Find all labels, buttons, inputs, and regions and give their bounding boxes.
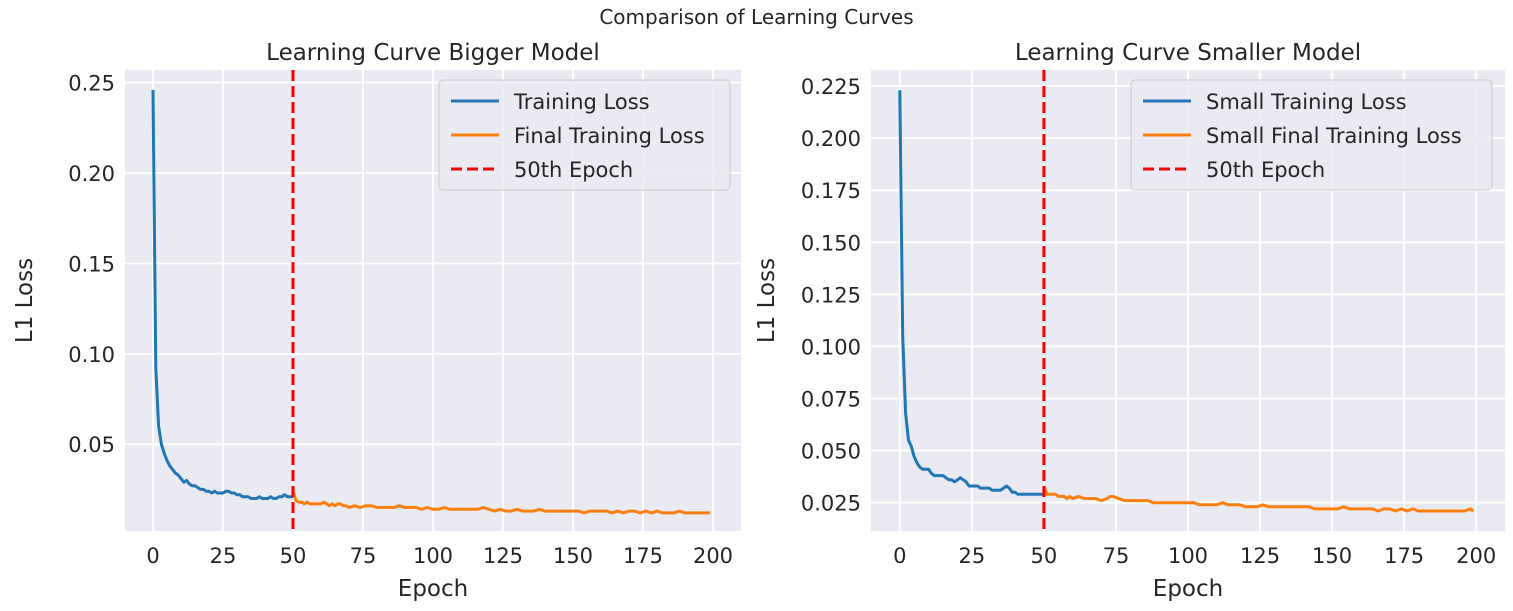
x-tick-label: 175 bbox=[1384, 544, 1424, 568]
y-tick-label: 0.050 bbox=[801, 440, 861, 464]
legend-label: 50th Epoch bbox=[1206, 158, 1325, 182]
legend-box bbox=[438, 79, 731, 191]
y-tick-label: 0.05 bbox=[68, 433, 115, 457]
legend-label: 50th Epoch bbox=[514, 158, 633, 182]
legend-label: Training Loss bbox=[513, 90, 650, 114]
legend-box bbox=[1130, 79, 1493, 191]
series-line-1 bbox=[151, 89, 293, 500]
x-tick-label: 200 bbox=[693, 544, 733, 568]
y-axis-title: L1 Loss bbox=[754, 258, 780, 343]
x-tick-label: 125 bbox=[483, 544, 523, 568]
chart-panel-1: 0 25 50 75 100 125 150 175 200 0.05 0.10 0.15 0.20 0.… bbox=[12, 40, 741, 602]
legend-label: Small Training Loss bbox=[1206, 90, 1407, 114]
chart-title: Learning Curve Smaller Model bbox=[1015, 40, 1361, 66]
legend-label: Final Training Loss bbox=[514, 124, 705, 148]
legend: Small Training Loss Small Final Training … bbox=[1130, 79, 1493, 191]
series-line-2 bbox=[1042, 485, 1475, 513]
y-tick-label: 0.225 bbox=[801, 75, 861, 99]
x-tick-label: 200 bbox=[1456, 544, 1496, 568]
series-line-2 bbox=[291, 490, 711, 515]
legend-label: Small Final Training Loss bbox=[1206, 124, 1462, 148]
x-tick-label: 0 bbox=[146, 544, 159, 568]
y-tick-label: 0.10 bbox=[68, 343, 115, 367]
y-tick-label: 0.25 bbox=[68, 72, 115, 96]
y-tick-label: 0.125 bbox=[801, 283, 861, 307]
x-tick-label: 150 bbox=[1312, 544, 1352, 568]
y-tick-label: 0.20 bbox=[68, 162, 115, 186]
y-tick-label: 0.15 bbox=[68, 252, 115, 276]
figure-suptitle: Comparison of Learning Curves bbox=[599, 5, 914, 29]
x-tick-label: 125 bbox=[1240, 544, 1280, 568]
series-line-1 bbox=[898, 90, 1044, 496]
legend: Training Loss Final Training Loss 50th Epo… bbox=[438, 79, 731, 191]
y-tick-label: 0.075 bbox=[801, 388, 861, 412]
y-axis-title: L1 Loss bbox=[12, 258, 38, 343]
y-tick-label: 0.025 bbox=[801, 492, 861, 516]
x-tick-label: 25 bbox=[210, 544, 237, 568]
y-tick-label: 0.175 bbox=[801, 179, 861, 203]
x-axis-title: Epoch bbox=[398, 576, 468, 602]
x-tick-label: 50 bbox=[1031, 544, 1058, 568]
x-tick-label: 0 bbox=[893, 544, 906, 568]
x-tick-label: 150 bbox=[553, 544, 593, 568]
x-tick-label: 75 bbox=[350, 544, 377, 568]
x-tick-label: 25 bbox=[958, 544, 985, 568]
x-tick-label: 50 bbox=[280, 544, 307, 568]
x-tick-label: 100 bbox=[413, 544, 453, 568]
x-tick-label: 75 bbox=[1103, 544, 1130, 568]
x-tick-label: 175 bbox=[623, 544, 663, 568]
chart-panel-2: 0 25 50 75 100 125 150 175 200 0.025 0.050 0.075 0.1… bbox=[754, 40, 1505, 602]
y-tick-label: 0.150 bbox=[801, 231, 861, 255]
x-tick-label: 100 bbox=[1168, 544, 1208, 568]
y-tick-label: 0.100 bbox=[801, 335, 861, 359]
x-axis-title: Epoch bbox=[1153, 576, 1223, 602]
chart-title: Learning Curve Bigger Model bbox=[266, 40, 600, 66]
y-tick-label: 0.200 bbox=[801, 127, 861, 151]
